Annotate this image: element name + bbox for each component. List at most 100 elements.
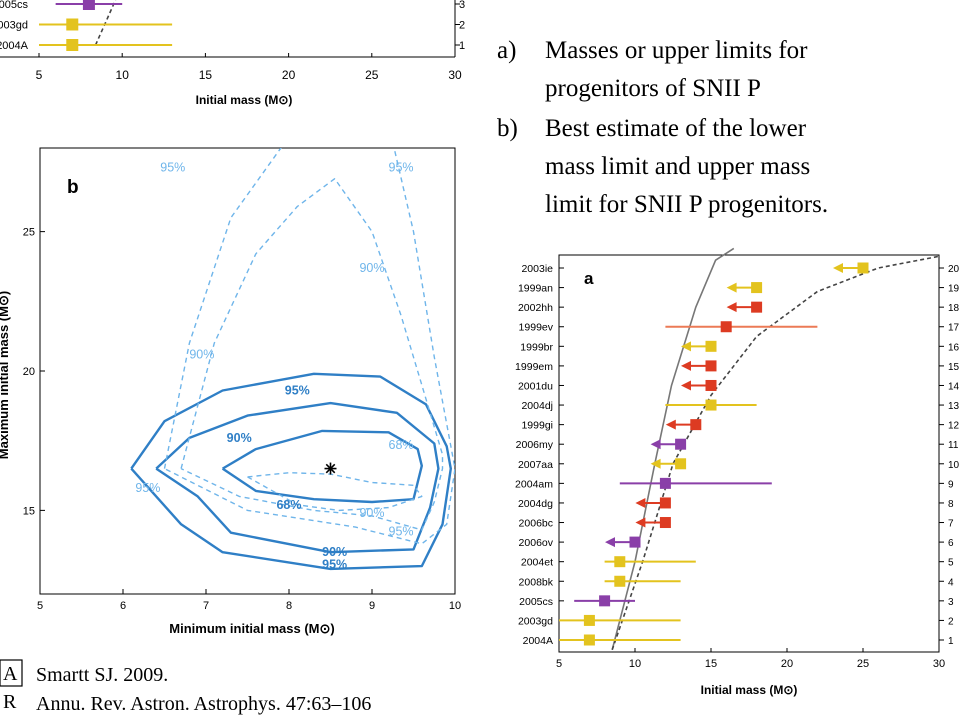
contour-label: 90% <box>227 431 252 445</box>
sn-mass-marker <box>583 634 595 646</box>
right-tick-label: 13 <box>948 401 960 412</box>
right-tick-label: 16 <box>948 342 960 353</box>
panel-a-label: a <box>584 269 594 288</box>
sn-label: 2004am <box>515 478 553 490</box>
right-tick-label: 6 <box>948 538 954 549</box>
x-tick-label: 20 <box>781 658 793 670</box>
logo-letter-r: R <box>3 691 17 713</box>
contour-label: 90% <box>189 347 214 361</box>
right-tick-label: 18 <box>948 303 960 314</box>
right-tick-label: 3 <box>948 597 954 608</box>
limit-arrow-head <box>833 263 843 273</box>
contour-dashed-90pct <box>180 178 444 531</box>
contour-solid-90pct <box>155 401 440 554</box>
contour-label: 95% <box>322 558 347 572</box>
sn-label: 2005cs <box>0 0 28 11</box>
limit-arrow-head <box>605 537 615 548</box>
bullet-b-marker: b) <box>497 115 518 142</box>
x-tick-label: 10 <box>449 600 461 612</box>
right-tick-label: 14 <box>948 381 960 392</box>
solid-mass-limit-curve <box>611 247 735 651</box>
x-tick-label: 5 <box>37 600 43 612</box>
contour-label: 90% <box>359 261 384 275</box>
contour-label: 68% <box>389 438 414 452</box>
right-tick-label: 4 <box>948 577 954 588</box>
right-tick-label: 15 <box>948 362 960 373</box>
x-tick-label: 15 <box>705 658 717 670</box>
sn-label: 2001du <box>518 380 553 392</box>
bullet-b-line-1: Best estimate of the lower <box>545 115 807 142</box>
sn-mass-marker <box>659 497 671 509</box>
star-stroke <box>325 463 336 474</box>
limit-arrow-head <box>635 517 646 528</box>
sn-label: 2003gd <box>0 20 28 32</box>
limit-arrow-head <box>681 341 691 352</box>
x-tick-label: 15 <box>199 68 213 82</box>
panel-a-x-axis-label: Initial mass (M⊙) <box>701 683 798 697</box>
sn-label: 1999em <box>515 361 553 373</box>
panel-b-x-axis-label: Minimum initial mass (M⊙) <box>169 621 334 636</box>
citation-journal: Annu. Rev. Astron. Astrophys. 47:63–106 <box>36 693 371 715</box>
limit-arrow-head <box>726 282 737 293</box>
sn-mass-marker <box>720 321 732 333</box>
right-tick-label: 2 <box>948 616 954 627</box>
contour-group <box>130 148 455 571</box>
x-tick-label: 5 <box>36 68 43 82</box>
contour-dashed-95pct <box>163 148 282 469</box>
contour-label: 68% <box>276 498 301 512</box>
sn-label: 1999an <box>518 283 553 295</box>
sn-mass-marker <box>614 575 626 587</box>
x-tick-label: 10 <box>629 658 641 670</box>
x-tick-label: 8 <box>286 600 292 612</box>
sn-label: 2004et <box>521 557 553 569</box>
contour-label: 95% <box>135 481 160 495</box>
sn-label: 2006ov <box>519 537 554 549</box>
bullet-list: a) Masses or upper limits for progenitor… <box>497 37 828 218</box>
top-crop-x-axis-label: Initial mass (M⊙) <box>196 93 293 107</box>
contour-label: 90% <box>322 545 347 559</box>
panel-b-contour-chart: b Maximum initial mass (M⊙) Minimum init… <box>0 147 461 636</box>
sn-mass-marker <box>705 379 717 391</box>
contour-solid-68pct <box>221 429 423 504</box>
contour-dashed-95pct <box>164 148 455 545</box>
sn-mass-marker <box>659 517 671 529</box>
x-tick-label: 30 <box>448 68 462 82</box>
contour-solid-95pct <box>130 372 452 571</box>
bullet-a-marker: a) <box>497 37 516 64</box>
contour-label: 95% <box>389 161 414 175</box>
right-tick-label: 20 <box>948 264 960 275</box>
sn-label: 2008bk <box>519 576 554 588</box>
x-tick-label: 9 <box>369 600 375 612</box>
right-tick-label: 8 <box>948 499 954 510</box>
sn-mass-marker <box>66 39 79 51</box>
sn-mass-marker <box>705 399 717 411</box>
sn-mass-marker <box>659 477 671 489</box>
contour-label: 90% <box>359 506 384 520</box>
sn-label: 2007aa <box>518 459 553 471</box>
sn-label: 2004dg <box>518 498 553 510</box>
sn-mass-marker <box>599 595 611 607</box>
bullet-a-line-1: Masses or upper limits for <box>545 37 808 64</box>
sn-mass-marker <box>82 0 95 10</box>
dashed-mass-limit-curve <box>611 255 940 651</box>
contour-label: 95% <box>389 524 414 538</box>
right-tick-label: 5 <box>948 558 954 569</box>
right-tick-label: 11 <box>948 440 959 451</box>
x-tick-label: 10 <box>116 68 130 82</box>
top-crop-chart: 5 10 15 20 25 30 1 2 3 2005cs 2003gd 2004A <box>0 0 465 82</box>
right-tick-label: 1 <box>459 40 465 52</box>
contour-dashed-68pct <box>247 472 423 512</box>
sn-label: 1999gi <box>521 420 553 432</box>
limit-arrow-head <box>650 458 661 469</box>
best-estimate-star <box>324 462 337 475</box>
limit-arrow-head <box>726 302 737 313</box>
limit-arrow-head <box>665 419 676 430</box>
sn-label: 2004A <box>523 635 553 647</box>
right-tick-label: 9 <box>948 479 954 490</box>
sn-mass-marker <box>66 18 79 31</box>
contour-label: 95% <box>160 161 185 175</box>
right-tick-label: 2 <box>459 20 465 32</box>
x-tick-label: 5 <box>556 658 562 670</box>
sn-mass-marker <box>751 282 763 294</box>
